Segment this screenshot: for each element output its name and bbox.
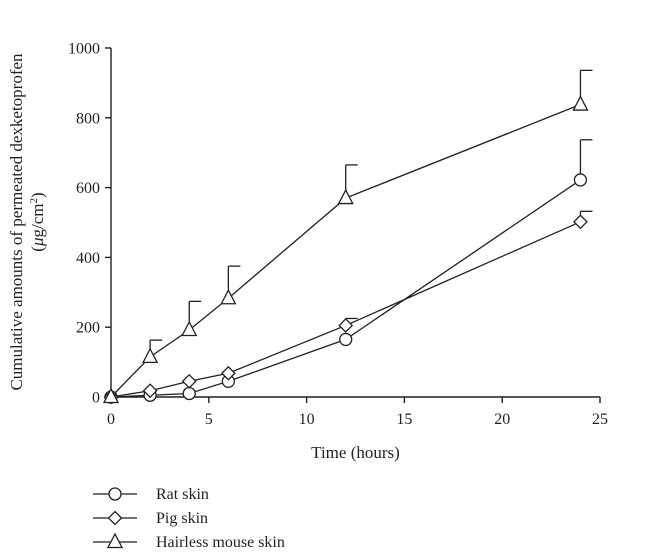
y-tick-label: 200 [76, 320, 100, 337]
y-axis-title-unit: g/cm [28, 203, 47, 237]
y-axis-title-line1: Cumulative amounts of permeated dexketop… [7, 53, 26, 391]
series-line-pig-skin [110, 221, 581, 398]
y-axis-title-paren-close: ) [28, 192, 47, 198]
legend-item-pig-skin: Pig skin [93, 510, 208, 527]
point-pig-skin [220, 365, 236, 381]
y-tick-label: 400 [76, 250, 100, 267]
point-hairless-mouse-skin [572, 95, 589, 111]
x-axis-title: Time (hours) [311, 443, 400, 462]
point-pig-skin [338, 318, 354, 333]
x-tick-label: 15 [396, 411, 412, 428]
y-tick-label: 1000 [68, 41, 100, 58]
y-axis-title-paren-open: ( [28, 246, 47, 252]
point-hairless-mouse-skin [181, 320, 198, 337]
point-hairless-mouse-skin [220, 288, 237, 305]
ticks: 0 5 10 15 20 25 0 200 400 600 800 1000 [68, 41, 608, 429]
series-markers [102, 95, 589, 405]
y-axis-title-line2: (μg/cm2) [28, 192, 47, 251]
y-tick-label: 600 [76, 180, 100, 197]
series-line-hairless-mouse-skin [110, 103, 581, 398]
series-layer [102, 69, 593, 405]
point-rat-skin [339, 332, 353, 347]
series-lines [110, 103, 581, 398]
point-pig-skin [181, 373, 197, 389]
series-line-rat-skin [110, 179, 581, 398]
point-rat-skin [182, 386, 196, 401]
point-hairless-mouse-skin [142, 347, 159, 364]
x-tick-label: 0 [107, 411, 115, 428]
x-tick-label: 20 [494, 411, 510, 428]
y-axis-title-superscript: 2 [28, 198, 40, 204]
legend-label-pig-skin: Pig skin [156, 510, 208, 527]
legend-item-hairless-mouse-skin: Hairless mouse skin [93, 532, 285, 551]
y-axis-title-mu: μ [28, 237, 47, 247]
legend-item-rat-skin: Rat skin [93, 486, 209, 503]
point-hairless-mouse-skin [102, 387, 120, 404]
legend-marker-hairless-mouse-skin [106, 532, 124, 549]
y-tick-label: 0 [92, 390, 100, 407]
legend-label-rat-skin: Rat skin [156, 486, 209, 503]
y-axis-title: Cumulative amounts of permeated dexketop… [7, 53, 47, 391]
x-tick-label: 25 [592, 411, 608, 428]
point-pig-skin [573, 214, 588, 230]
legend: Rat skin Pig skin Hairless mouse skin [93, 486, 285, 551]
legend-marker-rat-skin [108, 487, 122, 501]
point-hairless-mouse-skin [337, 188, 354, 205]
y-tick-label: 800 [76, 110, 100, 127]
x-tick-label: 5 [205, 411, 213, 428]
axes [110, 48, 600, 398]
legend-label-hairless-mouse-skin: Hairless mouse skin [156, 534, 285, 551]
point-rat-skin [573, 173, 588, 187]
x-tick-label: 10 [299, 411, 315, 428]
point-pig-skin [142, 383, 158, 399]
legend-marker-pig-skin [107, 510, 123, 526]
